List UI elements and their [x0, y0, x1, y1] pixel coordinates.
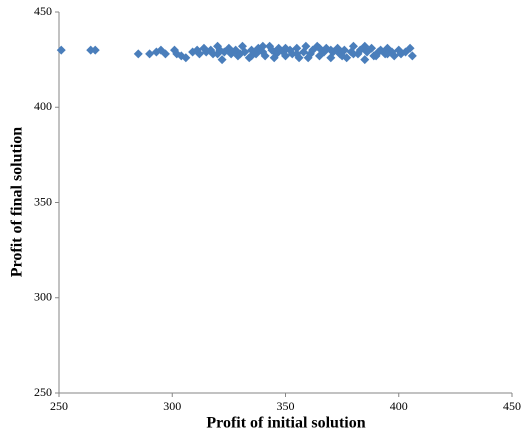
point — [371, 51, 381, 61]
point — [208, 49, 218, 59]
point — [235, 49, 245, 59]
point — [348, 41, 358, 51]
point — [181, 53, 191, 63]
point — [281, 51, 290, 61]
point — [405, 43, 415, 53]
point — [260, 51, 270, 61]
point — [258, 41, 268, 51]
point — [367, 43, 377, 53]
point — [407, 51, 417, 61]
point — [301, 41, 311, 51]
y-tick-label: 400 — [34, 99, 52, 113]
point — [145, 49, 155, 59]
x-tick-label: 350 — [277, 399, 295, 413]
point — [326, 45, 336, 55]
x-tick-label: 450 — [503, 399, 521, 413]
point — [292, 49, 302, 59]
y-axis-title: Profit of final solution — [9, 127, 26, 277]
point — [160, 49, 170, 59]
point — [269, 53, 279, 63]
point — [303, 53, 313, 63]
point — [133, 49, 143, 59]
y-tick-label: 250 — [34, 385, 52, 399]
x-axis-title: Profit of initial solution — [206, 415, 365, 431]
point — [360, 55, 370, 65]
point — [292, 43, 302, 53]
y-tick-label: 450 — [34, 4, 52, 18]
point — [337, 51, 347, 61]
point — [360, 41, 370, 51]
point — [281, 43, 290, 53]
point — [314, 43, 324, 53]
point — [86, 45, 96, 55]
point — [213, 49, 223, 59]
point — [217, 55, 227, 65]
point — [287, 49, 297, 59]
point — [56, 45, 66, 55]
y-tick-label: 350 — [34, 194, 52, 208]
point — [382, 49, 392, 59]
point — [348, 49, 358, 59]
point — [90, 45, 100, 55]
x-tick-label: 400 — [390, 399, 408, 413]
point — [194, 49, 204, 59]
point — [247, 51, 257, 61]
y-tick-label: 300 — [34, 290, 52, 304]
point — [389, 51, 399, 61]
x-tick-label: 250 — [50, 399, 68, 413]
x-tick-label: 300 — [163, 399, 181, 413]
